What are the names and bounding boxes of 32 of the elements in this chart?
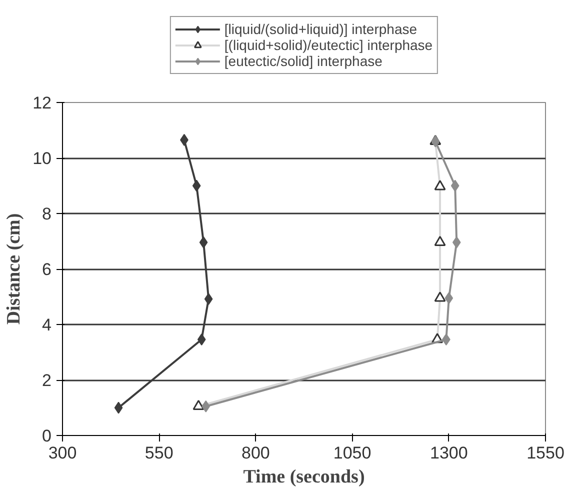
point bbox=[434, 236, 446, 246]
point bbox=[202, 400, 210, 412]
x-tick-label: 1300 bbox=[430, 444, 468, 462]
legend-label: [eutectic/solid] interphase bbox=[224, 53, 382, 69]
point bbox=[192, 180, 201, 192]
y-axis-title: Distance (cm) bbox=[4, 213, 25, 325]
y-tick-label: 4 bbox=[42, 316, 52, 334]
y-tick-label: 10 bbox=[32, 149, 52, 168]
point bbox=[434, 292, 446, 302]
point bbox=[431, 135, 440, 148]
point bbox=[192, 400, 204, 410]
y-tick-label: 12 bbox=[32, 94, 52, 112]
point bbox=[452, 236, 461, 248]
point bbox=[199, 236, 208, 248]
y-tick-label: 0 bbox=[42, 426, 52, 446]
x-tick-label: 300 bbox=[48, 444, 77, 462]
point bbox=[114, 402, 123, 414]
point bbox=[450, 180, 460, 192]
y-tick-label: 6 bbox=[42, 260, 52, 279]
x-axis-title: Time (seconds) bbox=[243, 466, 365, 488]
legend-label: [liquid/(solid+liquid)] interphase bbox=[224, 21, 418, 37]
point bbox=[197, 333, 206, 346]
x-tick-label: 550 bbox=[144, 444, 174, 462]
y-tick-label: 2 bbox=[42, 371, 52, 390]
legend-label: [(liquid+solid)/eutectic] interphase bbox=[224, 37, 433, 53]
point bbox=[204, 292, 213, 305]
x-tick-label: 800 bbox=[242, 444, 270, 462]
x-tick-label: 1550 bbox=[526, 444, 564, 462]
point bbox=[444, 292, 454, 304]
point bbox=[434, 180, 446, 190]
x-tick-label: 1050 bbox=[333, 444, 372, 462]
y-tick-label: 8 bbox=[42, 204, 52, 224]
